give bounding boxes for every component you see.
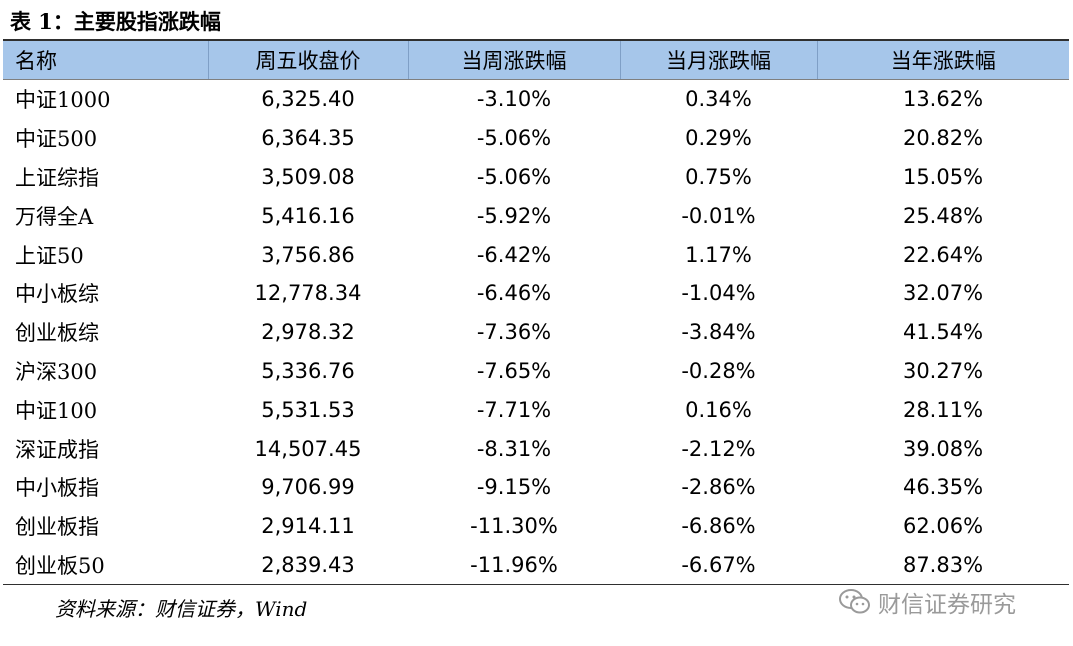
- cell-monthly-change: -2.86%: [681, 475, 756, 500]
- cell-weekly-change: -11.30%: [470, 514, 558, 539]
- cell-name: 中证100: [15, 398, 98, 423]
- cell-yearly-change: 32.07%: [902, 281, 984, 306]
- table-row: 创业板50 2,839.43 -11.96% -6.67% 87.83%: [3, 545, 1069, 586]
- table-row: 中小板指 9,706.99 -9.15% -2.86% 46.35%: [3, 468, 1069, 507]
- cell-yearly-change: 46.35%: [902, 475, 984, 500]
- watermark: 财信证券研究: [838, 585, 1016, 619]
- cell-name: 中证1000: [15, 88, 111, 113]
- table-row: 创业板综 2,978.32 -7.36% -3.84% 41.54%: [3, 313, 1069, 352]
- cell-weekly-change: -5.92%: [476, 203, 552, 228]
- cell-name: 沪深300: [15, 359, 98, 384]
- table-row: 万得全A 5,416.16 -5.92% -0.01% 25.48%: [3, 196, 1069, 235]
- cell-close-price: 5,416.16: [261, 203, 355, 228]
- cell-weekly-change: -5.06%: [476, 126, 552, 151]
- cell-yearly-change: 28.11%: [902, 397, 984, 422]
- cell-monthly-change: -6.86%: [681, 514, 756, 539]
- cell-yearly-change: 22.64%: [902, 242, 984, 267]
- table-header-row: 名称 周五收盘价 当周涨跌幅 当月涨跌幅 当年涨跌幅: [3, 39, 1069, 80]
- cell-monthly-change: 0.75%: [685, 164, 752, 189]
- cell-yearly-change: 20.82%: [902, 126, 984, 151]
- cell-yearly-change: 25.48%: [902, 203, 984, 228]
- cell-name: 上证综指: [15, 165, 99, 190]
- cell-yearly-change: 39.08%: [902, 436, 984, 461]
- table-row: 沪深300 5,336.76 -7.65% -0.28% 30.27%: [3, 352, 1069, 391]
- table-row: 上证50 3,756.86 -6.42% 1.17% 22.64%: [3, 235, 1069, 274]
- cell-monthly-change: -0.01%: [681, 203, 756, 228]
- cell-weekly-change: -8.31%: [476, 436, 552, 461]
- cell-weekly-change: -6.42%: [476, 242, 552, 267]
- cell-monthly-change: -3.84%: [681, 320, 756, 345]
- table-row: 中证100 5,531.53 -7.71% 0.16% 28.11%: [3, 390, 1069, 429]
- cell-monthly-change: 1.17%: [685, 242, 752, 267]
- cell-name: 中小板指: [15, 476, 99, 501]
- cell-close-price: 2,914.11: [261, 514, 355, 539]
- wechat-icon: [839, 589, 870, 614]
- cell-name: 中证500: [15, 127, 98, 152]
- cell-name: 上证50: [15, 243, 84, 268]
- cell-monthly-change: 0.16%: [685, 397, 752, 422]
- cell-name: 深证成指: [15, 437, 99, 462]
- cell-weekly-change: -7.65%: [476, 358, 552, 383]
- cell-yearly-change: 87.83%: [817, 545, 1069, 586]
- table-body: 中证1000 6,325.40 -3.10% 0.34% 13.62% 中证500 6,36…: [3, 80, 1069, 586]
- cell-monthly-change: -6.67%: [620, 545, 817, 586]
- table-title: 表 1：主要股指涨跌幅: [10, 9, 221, 34]
- cell-name: 创业板综: [15, 321, 99, 346]
- cell-weekly-change: -7.71%: [476, 397, 552, 422]
- cell-yearly-change: 13.62%: [902, 87, 984, 112]
- cell-monthly-change: 0.34%: [685, 87, 752, 112]
- cell-weekly-change: -9.15%: [476, 475, 552, 500]
- table-row: 中证500 6,364.35 -5.06% 0.29% 20.82%: [3, 119, 1069, 158]
- cell-monthly-change: -1.04%: [681, 281, 756, 306]
- table-row: 中小板综 12,778.34 -6.46% -1.04% 32.07%: [3, 274, 1069, 313]
- cell-weekly-change: -6.46%: [476, 281, 552, 306]
- cell-weekly-change: -7.36%: [476, 320, 552, 345]
- header-weekly-change: 当周涨跌幅: [407, 39, 620, 80]
- cell-close-price: 5,531.53: [261, 397, 355, 422]
- cell-yearly-change: 41.54%: [902, 320, 984, 345]
- cell-yearly-change: 62.06%: [902, 514, 984, 539]
- cell-close-price: 6,325.40: [261, 87, 355, 112]
- cell-close-price: 9,706.99: [261, 475, 355, 500]
- table-row: 创业板指 2,914.11 -11.30% -6.86% 62.06%: [3, 507, 1069, 546]
- cell-name: 万得全A: [15, 204, 94, 229]
- cell-weekly-change: -11.96%: [408, 545, 620, 586]
- cell-close-price: 5,336.76: [261, 358, 355, 383]
- watermark-text: 财信证券研究: [878, 592, 1016, 618]
- cell-yearly-change: 30.27%: [902, 358, 984, 383]
- header-close-price: 周五收盘价: [207, 39, 408, 80]
- table-row: 中证1000 6,325.40 -3.10% 0.34% 13.62%: [3, 80, 1069, 119]
- table-row: 深证成指 14,507.45 -8.31% -2.12% 39.08%: [3, 429, 1069, 468]
- index-change-table: 名称 周五收盘价 当周涨跌幅 当月涨跌幅 当年涨跌幅 中证1000 6,325.4…: [3, 39, 1069, 586]
- table-row: 上证综指 3,509.08 -5.06% 0.75% 15.05%: [3, 158, 1069, 197]
- cell-monthly-change: -2.12%: [681, 436, 756, 461]
- cell-monthly-change: -0.28%: [681, 358, 756, 383]
- cell-monthly-change: 0.29%: [685, 126, 752, 151]
- source-note: 资料来源：财信证券，Wind: [55, 597, 308, 621]
- cell-close-price: 2,978.32: [261, 320, 355, 345]
- cell-close-price: 3,509.08: [261, 164, 355, 189]
- cell-close-price: 2,839.43: [208, 545, 408, 586]
- cell-yearly-change: 15.05%: [902, 164, 984, 189]
- cell-name: 创业板50: [3, 545, 208, 586]
- cell-weekly-change: -3.10%: [476, 87, 552, 112]
- cell-close-price: 6,364.35: [261, 126, 355, 151]
- header-yearly-change: 当年涨跌幅: [816, 39, 1069, 80]
- cell-close-price: 12,778.34: [254, 281, 362, 306]
- cell-weekly-change: -5.06%: [476, 164, 552, 189]
- cell-name: 中小板综: [15, 282, 99, 307]
- header-name: 名称: [3, 39, 208, 80]
- cell-close-price: 14,507.45: [254, 436, 362, 461]
- cell-close-price: 3,756.86: [261, 242, 355, 267]
- header-monthly-change: 当月涨跌幅: [619, 39, 817, 80]
- cell-name: 创业板指: [15, 515, 99, 540]
